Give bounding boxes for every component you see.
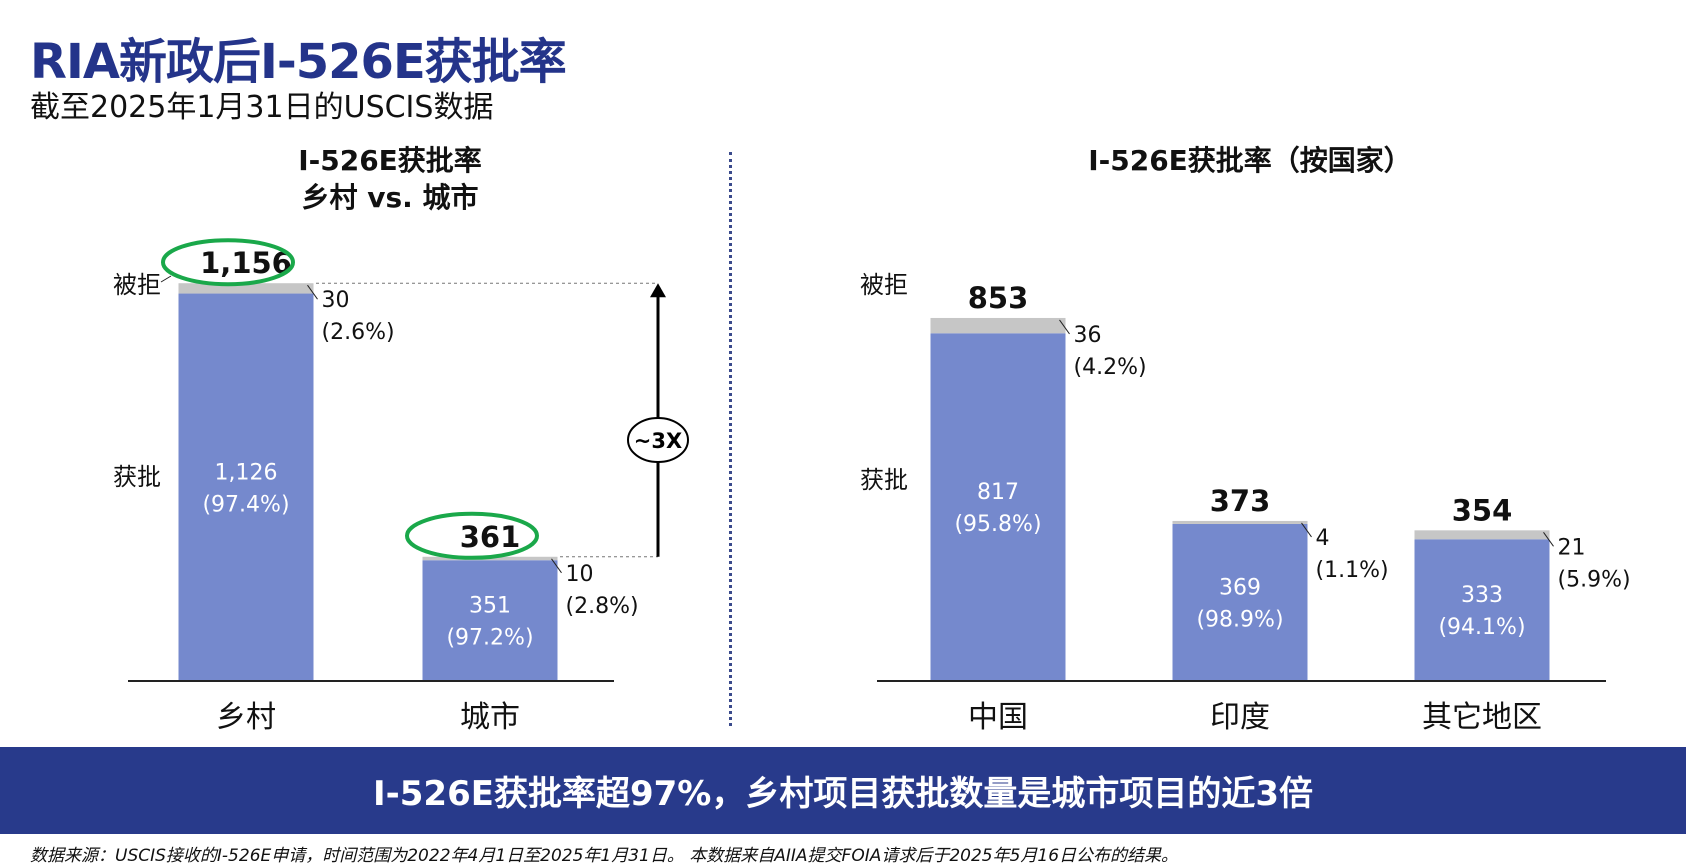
highlight-ellipse-乡村: [161, 238, 295, 287]
rejected-leader-印度: [1301, 522, 1312, 538]
comparison-badge-label: ~3X: [634, 429, 682, 453]
legend-leader-rejected: [160, 275, 172, 283]
rejected-leader-乡村: [307, 284, 318, 300]
bar-approved-印度: [1172, 523, 1308, 681]
data-label-approved-乡村: 1,126: [215, 460, 278, 485]
rejected-leader-中国: [1059, 319, 1070, 335]
bar-approved-其它地区: [1414, 539, 1550, 681]
data-label-approved-pct-中国: (95.8%): [954, 512, 1041, 537]
bar-rejected-其它地区: [1414, 530, 1550, 540]
x-tick-label-其它地区: 其它地区: [1422, 700, 1542, 735]
total-label-印度: 373: [1210, 484, 1271, 518]
total-label-城市: 361: [460, 520, 521, 554]
bar-rejected-印度: [1172, 520, 1308, 524]
legend-label-rejected-0: 被拒: [113, 271, 161, 299]
page-subtitle: 截至2025年1月31日的USCIS数据: [30, 90, 494, 125]
bar-rejected-乡村: [178, 283, 314, 294]
comparison-arrow-head: [650, 283, 666, 298]
x-tick-label-中国: 中国: [968, 700, 1028, 735]
comparison-badge: [627, 417, 689, 464]
data-label-rejected-城市: 10: [566, 562, 594, 587]
bar-approved-中国: [930, 333, 1066, 681]
summary-banner: I-526E获批率超97%，乡村项目获批数量是城市项目的近3倍: [0, 747, 1686, 834]
source-footnote: 数据来源：USCIS接收的I-526E申请，时间范围为2022年4月1日至202…: [30, 846, 1179, 866]
bar-approved-城市: [422, 560, 558, 681]
data-label-approved-pct-印度: (98.9%): [1196, 607, 1283, 632]
total-label-乡村: 1,156: [200, 246, 292, 280]
x-tick-label-城市: 城市: [460, 700, 520, 735]
data-label-rejected-pct-印度: (1.1%): [1316, 558, 1389, 583]
data-label-approved-其它地区: 333: [1461, 583, 1503, 608]
data-label-approved-中国: 817: [977, 480, 1019, 505]
stacked-bar-charts: 1,126(97.4%)1,15630(2.6%)乡村351(97.2%)361…: [113, 238, 1631, 735]
page-title: RIA新政后I-526E获批率: [30, 34, 567, 90]
right-chart-title: I-526E获批率（按国家）: [900, 142, 1600, 179]
data-label-rejected-pct-其它地区: (5.9%): [1558, 567, 1631, 592]
left-chart-title-line-2: 乡村 vs. 城市: [301, 181, 479, 214]
x-tick-label-印度: 印度: [1210, 700, 1270, 735]
legend-label-approved-1: 获批: [860, 466, 908, 494]
data-label-approved-pct-城市: (97.2%): [446, 626, 533, 651]
rejected-leader-其它地区: [1543, 532, 1554, 547]
legend-label-approved-0: 获批: [113, 463, 161, 491]
left-chart-title-line-1: I-526E获批率: [298, 144, 482, 177]
data-label-approved-pct-乡村: (97.4%): [202, 492, 289, 517]
data-label-rejected-印度: 4: [1316, 526, 1330, 551]
x-tick-label-乡村: 乡村: [216, 700, 276, 735]
bar-approved-乡村: [178, 293, 314, 681]
data-label-rejected-乡村: 30: [322, 288, 350, 313]
bar-rejected-中国: [930, 317, 1066, 334]
data-label-approved-pct-其它地区: (94.1%): [1438, 615, 1525, 640]
legend-label-rejected-1: 被拒: [860, 271, 908, 299]
total-label-中国: 853: [968, 281, 1029, 315]
summary-banner-text: I-526E获批率超97%，乡村项目获批数量是城市项目的近3倍: [373, 774, 1313, 814]
data-label-rejected-pct-中国: (4.2%): [1074, 355, 1147, 380]
left-chart-title: I-526E获批率 乡村 vs. 城市: [130, 142, 650, 216]
data-label-rejected-pct-乡村: (2.6%): [322, 320, 395, 345]
data-label-approved-印度: 369: [1219, 575, 1261, 600]
data-label-approved-城市: 351: [469, 594, 511, 619]
highlight-ellipse-城市: [405, 511, 539, 560]
total-label-其它地区: 354: [1452, 493, 1513, 527]
data-label-rejected-其它地区: 21: [1558, 535, 1586, 560]
right-chart-title-line-1: I-526E获批率（按国家）: [1088, 144, 1412, 177]
rejected-leader-城市: [551, 558, 562, 574]
panel-divider: [729, 152, 732, 726]
data-label-rejected-pct-城市: (2.8%): [566, 594, 639, 619]
data-label-rejected-中国: 36: [1074, 323, 1102, 348]
